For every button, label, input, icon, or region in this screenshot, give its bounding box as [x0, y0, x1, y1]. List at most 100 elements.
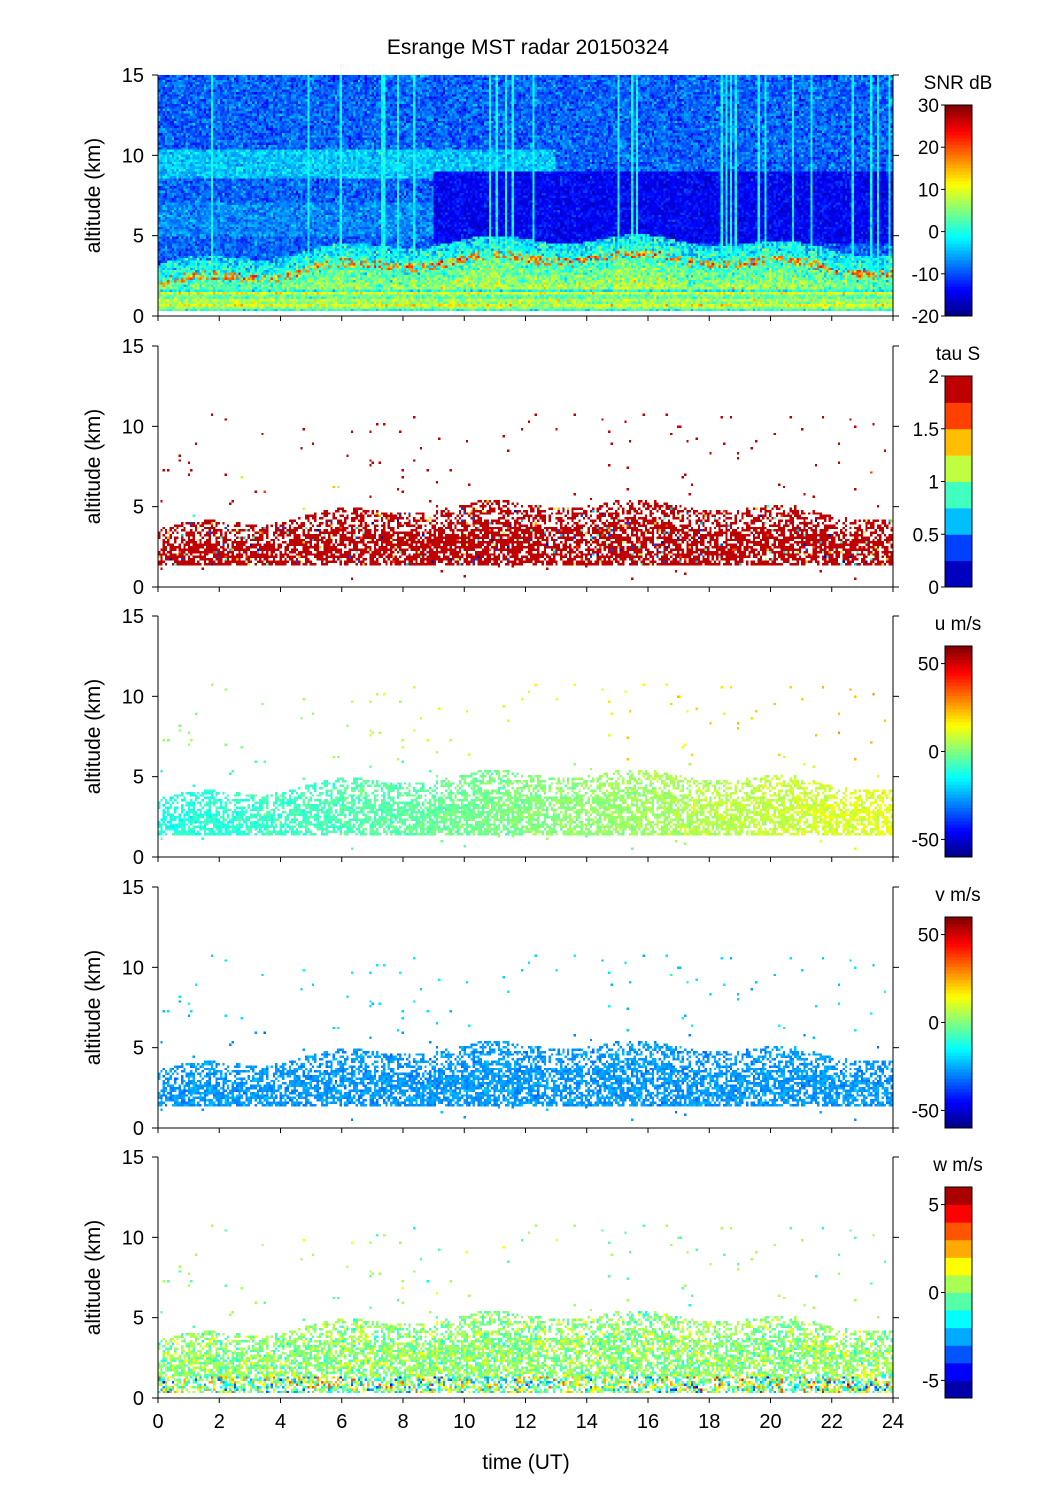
colorbar-segment	[945, 1029, 972, 1033]
y-axis-label: altitude (km)	[82, 138, 105, 254]
colorbar-segment	[945, 940, 972, 944]
colorbar-segment	[945, 197, 972, 202]
y-axis-label: altitude (km)	[82, 950, 105, 1066]
x-tick-label: 2	[214, 1411, 225, 1433]
colorbar-segment	[945, 1108, 972, 1113]
colorbar-segment	[945, 767, 972, 772]
colorbar-segment	[945, 966, 972, 971]
colorbar-segment	[945, 276, 972, 281]
colorbar-segment	[945, 184, 972, 188]
colorbar-segment	[945, 728, 972, 733]
colorbar-segment	[945, 269, 972, 274]
colorbar-segment	[945, 1052, 972, 1056]
x-tick-label: 4	[275, 1411, 286, 1433]
chart-title: Esrange MST radar 20150324	[387, 36, 669, 59]
colorbar-segment	[945, 1222, 972, 1241]
colorbar-tick-label: 0	[928, 1284, 939, 1305]
colorbar-segment	[945, 824, 972, 828]
colorbar-segment	[945, 534, 972, 562]
colorbar-segment	[945, 1042, 972, 1047]
colorbar-segment	[945, 754, 972, 759]
colorbar-segment	[945, 936, 972, 941]
colorbar-segment	[945, 1088, 972, 1093]
colorbar-tick-label: -20	[912, 307, 939, 328]
colorbar-segment	[945, 787, 972, 792]
x-tick-label: 18	[698, 1411, 720, 1433]
x-tick-label: 20	[759, 1411, 781, 1433]
colorbar-segment	[945, 266, 972, 271]
colorbar-tick-label: 50	[918, 655, 939, 676]
colorbar-segment	[945, 814, 972, 818]
colorbar-segment	[945, 289, 972, 294]
colorbar-segment	[945, 246, 972, 251]
colorbar-segment	[945, 933, 972, 938]
colorbar-segment	[945, 853, 972, 858]
colorbar-segment	[945, 1045, 972, 1050]
colorbar-segment	[945, 685, 972, 690]
colorbar-segment	[945, 820, 972, 825]
colorbar-segment	[945, 1124, 972, 1129]
colorbar-segment	[945, 151, 972, 155]
colorbar-segment	[945, 259, 972, 264]
x-tick-label: 22	[821, 1411, 843, 1433]
colorbar-segment	[945, 784, 972, 789]
heatmap-snr	[158, 75, 893, 316]
colorbar-segment	[945, 161, 972, 165]
colorbar-segment	[945, 1048, 972, 1053]
colorbar-tick-label: 0.5	[913, 525, 939, 546]
y-tick-label: 15	[122, 336, 144, 358]
colorbar-segment	[945, 243, 972, 248]
colorbar-segment	[945, 279, 972, 284]
colorbar-segment	[945, 695, 972, 700]
x-tick-label: 10	[453, 1411, 475, 1433]
colorbar-tick-label: 10	[918, 180, 939, 201]
y-tick-label: 15	[122, 1147, 144, 1169]
colorbar-segment	[945, 1078, 972, 1083]
y-tick-label: 15	[122, 606, 144, 628]
colorbar-segment	[945, 1055, 972, 1060]
colorbar-segment	[945, 692, 972, 696]
x-tick-label: 16	[637, 1411, 659, 1433]
colorbar-segment	[945, 1085, 972, 1089]
colorbar-label: w m/s	[932, 1155, 983, 1176]
heatmap-tau	[158, 346, 893, 587]
colorbar-segment	[945, 708, 972, 713]
colorbar-segment	[945, 800, 972, 805]
colorbar-segment	[945, 131, 972, 136]
colorbar-segment	[945, 1257, 972, 1276]
y-tick-label: 15	[122, 65, 144, 87]
y-tick-label: 10	[122, 1227, 144, 1249]
colorbar-segment	[945, 986, 972, 991]
colorbar-tick-label: 0	[928, 1014, 939, 1035]
colorbar-segment	[945, 128, 972, 132]
colorbar-segment	[945, 953, 972, 958]
colorbar-segment	[945, 1239, 972, 1258]
colorbar-segment	[945, 817, 972, 822]
colorbar-segment	[945, 253, 972, 258]
y-tick-label: 5	[133, 767, 144, 789]
colorbar-segment	[945, 1310, 972, 1329]
y-tick-label: 5	[133, 1038, 144, 1060]
colorbar-segment	[945, 233, 972, 238]
heatmap-u	[158, 616, 893, 857]
colorbar-segment	[945, 230, 972, 235]
y-axis-label: altitude (km)	[82, 679, 105, 795]
colorbar-label: SNR dB	[924, 73, 993, 94]
colorbar-segment	[945, 996, 972, 1000]
colorbar-segment	[945, 428, 972, 456]
colorbar-segment	[945, 177, 972, 182]
colorbar-segment	[945, 121, 972, 126]
colorbar-tick-label: 2	[928, 367, 939, 388]
colorbar-segment	[945, 926, 972, 931]
colorbar-segment	[945, 659, 972, 663]
colorbar-tick-label: 1	[928, 473, 939, 494]
colorbar-segment	[945, 781, 972, 785]
colorbar-segment	[945, 141, 972, 146]
colorbar-tick-label: -50	[912, 1101, 939, 1122]
colorbar-segment	[945, 1058, 972, 1063]
x-axis-label: time (UT)	[482, 1451, 570, 1474]
colorbar-segment	[945, 976, 972, 981]
colorbar-segment	[945, 744, 972, 749]
colorbar-segment	[945, 256, 972, 261]
colorbar-segment	[945, 774, 972, 779]
